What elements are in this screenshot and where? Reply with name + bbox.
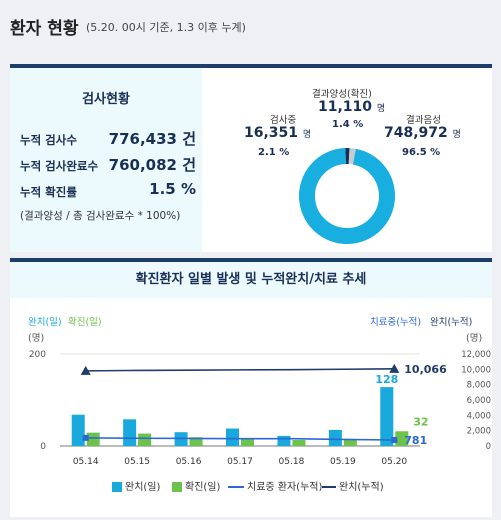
donut-slice-positive (299, 148, 395, 244)
positive-label: 결과양성(확진) (312, 89, 372, 100)
left-axis-unit: (명) (28, 333, 45, 344)
bar-heal-daily (277, 435, 291, 446)
right-axis-label-cum: 완치(누적) (430, 317, 473, 328)
bar-confirm-daily (343, 440, 357, 446)
x-tick-label: 05.14 (73, 457, 99, 467)
bar-confirm-daily (292, 440, 306, 446)
left-axis-label-heal: 완치(일) (28, 317, 62, 328)
test-status-panel: 검사현황 누적 검사수 776,433 건 누적 검사완료수 760,082 건… (10, 68, 202, 252)
marker-treatment (82, 434, 89, 441)
row-value: 1.5 % (149, 180, 196, 198)
annotation-confirm-last: 32 (413, 415, 428, 428)
testing-pct: 2.1 % (258, 147, 290, 158)
trend-chart: 200 0 12,000 10,000 8,000 6,000 4,000 2,000 0 05.… (29, 350, 491, 467)
right-tick-label: 8,000 (467, 381, 491, 391)
donut-slice-negative (299, 148, 395, 244)
x-tick-label: 05.16 (176, 457, 202, 467)
testing-number: 16,351 (244, 125, 299, 141)
bar-confirm-daily (395, 431, 409, 446)
legend-text: 완치(누적) (339, 482, 384, 493)
bar-heal-daily (71, 414, 85, 446)
right-tick-label: 0 (486, 442, 491, 452)
testing-unit: 명 (302, 130, 312, 140)
right-tick-label: 4,000 (467, 411, 491, 421)
x-tick-label: 05.17 (227, 457, 253, 467)
line-recovered-cumulative (85, 368, 395, 372)
row-value: 776,433 건 (108, 130, 196, 148)
bar-heal-daily (226, 428, 239, 446)
test-status-card: 검사현황 누적 검사수 776,433 건 누적 검사완료수 760,082 건… (10, 64, 492, 252)
legend-swatch (172, 482, 182, 492)
negative-number: 748,972 (384, 125, 448, 141)
negative-pct: 96.5 % (402, 147, 441, 158)
positive-number: 11,110 (318, 99, 373, 115)
trend-title: 확진환자 일별 발생 및 누적완치/치료 추세 (10, 262, 492, 298)
x-tick-label: 05.15 (124, 457, 150, 467)
negative-unit: 명 (452, 130, 461, 140)
legend-confirm-daily: 확진(일) (172, 478, 220, 493)
marker-recovered (389, 363, 400, 373)
bar-confirm-daily (86, 432, 100, 446)
bar-confirm-daily (138, 433, 152, 446)
line-treatment-cumulative (85, 437, 395, 441)
positive-value: 11,110 명 (318, 99, 385, 115)
right-tick-label: 10,000 (461, 365, 491, 375)
marker-recovered (80, 365, 91, 375)
annotation-heal-last: 128 (375, 373, 398, 386)
x-tick-label: 05.19 (330, 457, 356, 467)
left-axis-label-confirm: 확진(일) (68, 317, 102, 328)
legend-swatch (228, 486, 244, 488)
legend-treat-cum: 치료중 환자(누적) (228, 478, 322, 493)
x-tick-label: 05.18 (279, 457, 305, 467)
annotation-cum-last: 10,066 (404, 363, 447, 376)
page-subtitle: (5.20. 00시 기준, 1.3 이후 누계) (86, 21, 246, 34)
right-tick-label: 6,000 (467, 396, 491, 406)
x-tick-label: 05.20 (381, 457, 407, 467)
row-value: 760,082 건 (108, 156, 196, 174)
positive-rate-row: 누적 확진률 1.5 % (20, 180, 196, 200)
positive-pct: 1.4 % (332, 119, 364, 130)
left-tick-label: 200 (29, 350, 46, 360)
testing-label: 검사중 (270, 115, 297, 126)
legend-text: 완치(일) (125, 482, 161, 493)
bar-heal-daily (123, 419, 137, 446)
completed-tests-row: 누적 검사완료수 760,082 건 (20, 154, 196, 174)
positive-unit: 명 (376, 104, 386, 114)
right-axis-label-treat: 치료중(누적) (370, 317, 422, 328)
right-axis-unit: (명) (466, 333, 483, 344)
row-label: 누적 확진률 (20, 185, 77, 199)
page-title: 환자 현황 (10, 19, 79, 39)
trend-card: 확진환자 일별 발생 및 누적완치/치료 추세 (10, 258, 492, 517)
legend-heal-daily: 완치(일) (112, 478, 160, 493)
legend-text: 치료중 환자(누적) (247, 482, 323, 493)
negative-value: 748,972 명 (384, 125, 461, 141)
left-tick-label: 0 (40, 442, 46, 452)
legend-swatch (112, 482, 122, 492)
bar-heal-daily (380, 387, 394, 446)
marker-treatment (391, 437, 398, 444)
testing-value: 16,351 명 (244, 125, 311, 141)
result-donut-chart (299, 148, 395, 244)
legend-heal-cum: 완치(누적) (322, 478, 384, 493)
bar-confirm-daily (241, 439, 254, 446)
negative-label: 결과음성 (406, 115, 441, 126)
annotation-treat-last: 781 (404, 434, 427, 447)
page-header: 환자 현황 (5.20. 00시 기준, 1.3 이후 누계) (0, 0, 501, 56)
right-tick-label: 2,000 (467, 427, 491, 437)
bar-confirm-daily (189, 437, 203, 446)
test-status-title: 검사현황 (82, 92, 130, 107)
right-tick-label: 12,000 (461, 350, 491, 360)
row-label: 누적 검사완료수 (20, 159, 99, 173)
bar-heal-daily (328, 429, 342, 446)
row-label: 누적 검사수 (20, 133, 77, 147)
rate-formula-note: (결과양성 / 총 검사완료수 * 100%) (20, 210, 181, 222)
result-donut-area: 결과양성(확진) 11,110 명 1.4 % 검사중 16,351 명 2.1… (202, 68, 492, 252)
legend-swatch (322, 486, 336, 488)
legend-text: 확진(일) (185, 482, 221, 493)
cumulative-tests-row: 누적 검사수 776,433 건 (20, 128, 196, 148)
